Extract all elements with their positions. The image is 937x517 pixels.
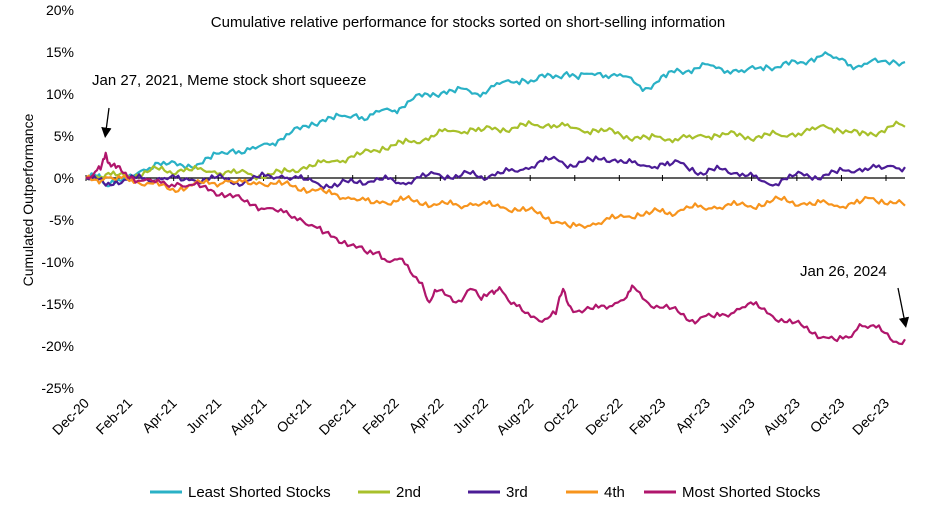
x-tick-label: Aug-23 bbox=[760, 395, 803, 438]
series-layer bbox=[85, 51, 906, 346]
x-tick-label: Oct-21 bbox=[273, 395, 314, 436]
series-line-least-shorted-stocks bbox=[85, 51, 906, 188]
y-tick-label: -25% bbox=[41, 380, 74, 396]
x-tick-label: Feb-21 bbox=[93, 395, 136, 438]
annotation-arrow bbox=[897, 287, 910, 328]
annotation-end-date: Jan 26, 2024 bbox=[800, 263, 887, 280]
legend: Least Shorted Stocks 2nd 3rd 4th Most Shorte… bbox=[150, 484, 820, 501]
annotation-meme-squeeze: Jan 27, 2021, Meme stock short squeeze bbox=[92, 72, 366, 89]
x-tick-label: Jun-22 bbox=[449, 395, 491, 437]
y-tick-label: 15% bbox=[46, 44, 74, 60]
legend-label: 4th bbox=[604, 484, 625, 501]
series-line-4th bbox=[85, 174, 906, 229]
y-tick-label: -15% bbox=[41, 296, 74, 312]
y-tick-label: 20% bbox=[46, 2, 74, 18]
x-tick-label: Aug-21 bbox=[226, 395, 269, 438]
y-tick-label: 0% bbox=[54, 170, 74, 186]
series-line-3rd bbox=[85, 155, 906, 190]
series-line-most-shorted-stocks bbox=[85, 151, 906, 346]
x-tick-label: Feb-22 bbox=[359, 395, 402, 438]
annotation-arrow bbox=[101, 107, 112, 138]
x-tick-label: Jun-23 bbox=[716, 395, 758, 437]
legend-label: 3rd bbox=[506, 484, 528, 501]
annotation-layer: Jan 27, 2021, Meme stock short squeeze Ja… bbox=[92, 72, 910, 328]
x-tick-label: Jun-21 bbox=[183, 395, 225, 437]
legend-label: Least Shorted Stocks bbox=[188, 484, 331, 501]
legend-label: 2nd bbox=[396, 484, 421, 501]
x-tick-label: Dec-23 bbox=[849, 395, 892, 438]
x-tick-label: Apr-23 bbox=[672, 395, 713, 436]
y-axis: 20% 15% 10% 5% 0% -5% -10% -15% -20% -25% bbox=[41, 2, 74, 396]
y-tick-label: -10% bbox=[41, 254, 74, 270]
y-axis-label: Cumulated Outperformance bbox=[20, 113, 36, 286]
y-tick-label: -5% bbox=[49, 212, 74, 228]
x-axis: Dec-20 Feb-21 Apr-21 Jun-21 Aug-21 Oct-21 Dec-… bbox=[49, 175, 892, 438]
y-tick-label: 5% bbox=[54, 128, 74, 144]
chart-title: Cumulative relative performance for stoc… bbox=[211, 14, 725, 31]
x-tick-label: Dec-20 bbox=[49, 395, 92, 438]
series-line-2nd bbox=[85, 120, 906, 181]
y-tick-label: 10% bbox=[46, 86, 74, 102]
x-tick-label: Apr-21 bbox=[139, 395, 180, 436]
x-tick-label: Dec-21 bbox=[316, 395, 359, 438]
x-tick-label: Oct-23 bbox=[807, 395, 848, 436]
y-tick-label: -20% bbox=[41, 338, 74, 354]
x-tick-label: Aug-22 bbox=[493, 395, 536, 438]
x-tick-label: Oct-22 bbox=[540, 395, 581, 436]
x-tick-label: Dec-22 bbox=[582, 395, 625, 438]
x-tick-label: Apr-22 bbox=[405, 395, 446, 436]
x-tick-label: Feb-23 bbox=[626, 395, 669, 438]
legend-label: Most Shorted Stocks bbox=[682, 484, 820, 501]
